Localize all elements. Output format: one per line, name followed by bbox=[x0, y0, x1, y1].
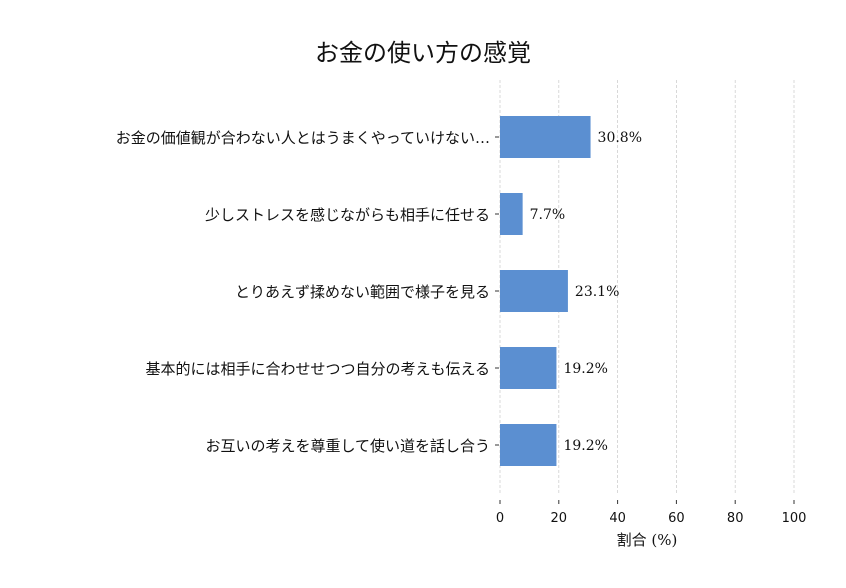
data-label: 19.2% bbox=[563, 438, 607, 454]
x-axis-label: 割合 (%) bbox=[617, 531, 678, 549]
category-labels: お金の価値観が合わない人とはうまくやっていけない… 少しストレスを感じながらも相手… bbox=[116, 129, 499, 455]
bar bbox=[500, 116, 591, 158]
chart-title: お金の使い方の感覚 bbox=[315, 39, 531, 67]
bars: 30.8% 7.7% 23.1% 19.2% 19.2% bbox=[500, 116, 642, 466]
category-label: 基本的には相手に合わせせつつ自分の考えも伝える bbox=[145, 360, 490, 378]
bar bbox=[500, 424, 557, 466]
bar bbox=[500, 193, 523, 235]
category-label: とりあえず揉めない範囲で様子を見る bbox=[235, 283, 490, 301]
data-label: 19.2% bbox=[563, 361, 607, 377]
bar bbox=[500, 270, 568, 312]
x-tick-label: 40 bbox=[609, 511, 626, 526]
x-tick-label: 0 bbox=[496, 511, 504, 526]
data-label: 30.8% bbox=[598, 130, 642, 146]
bar bbox=[500, 347, 557, 389]
x-axis-ticks: 0 20 40 60 80 100 bbox=[496, 500, 807, 526]
x-tick-label: 20 bbox=[551, 511, 568, 526]
category-label: お金の価値観が合わない人とはうまくやっていけない… bbox=[116, 129, 490, 147]
x-tick-label: 100 bbox=[782, 511, 807, 526]
category-label: 少しストレスを感じながらも相手に任せる bbox=[205, 206, 490, 224]
x-tick-label: 80 bbox=[727, 511, 744, 526]
data-label: 23.1% bbox=[575, 284, 619, 300]
category-label: お互いの考えを尊重して使い道を話し合う bbox=[205, 437, 490, 455]
x-tick-label: 60 bbox=[668, 511, 685, 526]
data-label: 7.7% bbox=[530, 207, 566, 223]
